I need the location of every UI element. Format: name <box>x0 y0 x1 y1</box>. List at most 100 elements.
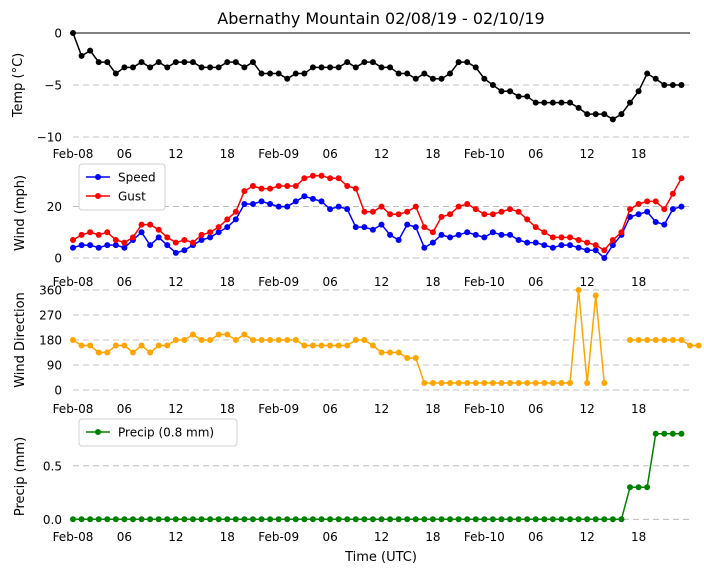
direction-point <box>515 380 522 387</box>
speed-point <box>104 242 111 249</box>
speed-point <box>301 193 308 200</box>
panel-3: 0 90 180 270 360 Feb-08 06 12 18 Feb-09 06 12 18 Feb-… <box>13 284 702 416</box>
direction-point <box>498 380 505 387</box>
x-tick-label: 06 <box>117 147 132 161</box>
gust-point <box>121 239 128 246</box>
precip-0-8-mm-point <box>164 516 171 523</box>
direction-point <box>138 342 145 349</box>
direction-point <box>601 380 608 387</box>
speed-point <box>138 229 145 236</box>
x-tick-label: Feb-10 <box>464 402 505 416</box>
direction-point <box>652 337 659 343</box>
precip-0-8-mm-point <box>455 516 462 523</box>
precip-0-8-mm-point <box>147 516 154 523</box>
speed-point <box>524 239 531 246</box>
gust-point <box>147 221 154 228</box>
direction-point <box>687 342 693 349</box>
gust-point <box>601 247 608 254</box>
direction-point <box>172 337 179 343</box>
gust-point <box>464 201 471 207</box>
direction-point <box>361 337 368 343</box>
gust-point <box>532 224 539 231</box>
precip-0-8-mm-point <box>609 516 616 523</box>
speed-point <box>215 229 222 236</box>
temp-point <box>129 64 136 71</box>
precip-0-8-mm-point <box>592 516 599 523</box>
direction-point <box>344 342 351 349</box>
y-tick-label: −5 <box>44 79 62 93</box>
speed-point <box>395 237 402 243</box>
precip-0-8-mm-point <box>267 516 274 523</box>
gust-point <box>404 208 411 215</box>
precip-0-8-mm-point <box>198 516 205 523</box>
precip-0-8-mm-point <box>472 516 479 523</box>
temp-point <box>644 70 651 77</box>
direction-point <box>95 349 102 356</box>
gust-point <box>618 229 625 236</box>
temp-point <box>567 99 574 106</box>
precip-0-8-mm-point <box>70 516 76 523</box>
speed-point <box>429 239 436 246</box>
y-axis-label: Temp (°C) <box>11 53 26 119</box>
direction-point <box>549 380 556 387</box>
precip-0-8-mm-point <box>258 516 265 523</box>
panel-2: 0 20 Feb-08 06 12 18 Feb-09 06 12 18 Feb-10 06 12 18 W… <box>13 163 690 289</box>
direction-point <box>387 349 394 356</box>
temp-point <box>172 59 179 66</box>
direction-point <box>404 355 411 362</box>
gust-point <box>292 183 299 189</box>
speed-point <box>284 203 291 210</box>
temp-point <box>541 99 548 106</box>
precip-0-8-mm-point <box>327 516 334 523</box>
temp-point <box>95 59 102 66</box>
direction-point <box>292 337 299 343</box>
gust-point <box>652 198 659 205</box>
precip-0-8-mm-point <box>644 484 651 491</box>
precip-0-8-mm-point <box>112 516 119 523</box>
precip-0-8-mm-point <box>249 516 256 523</box>
direction-point <box>241 331 248 338</box>
y-tick-label: 360 <box>39 284 62 298</box>
y-axis-label: Wind (mph) <box>13 175 28 251</box>
temp-point <box>387 64 394 71</box>
speed-point <box>481 234 488 241</box>
temp-point <box>489 82 496 88</box>
direction-point <box>429 380 436 387</box>
temp-point <box>635 88 642 95</box>
speed-point <box>412 224 419 231</box>
temp-point <box>181 59 188 66</box>
speed-point <box>172 249 179 256</box>
precip-0-8-mm-point <box>155 516 162 523</box>
direction-point <box>395 349 402 356</box>
speed-point <box>575 244 582 251</box>
temp-point <box>275 70 282 77</box>
speed-point <box>335 203 342 210</box>
gust-point <box>78 231 85 238</box>
precip-0-8-mm-point <box>601 516 608 523</box>
temp-point <box>584 111 591 118</box>
precip-0-8-mm-point <box>104 516 111 523</box>
speed-point <box>455 231 462 238</box>
gust-point <box>112 237 119 243</box>
speed-point <box>489 229 496 236</box>
x-tick-label: 18 <box>631 147 646 161</box>
x-tick-label: 12 <box>168 147 183 161</box>
direction-point <box>635 337 642 343</box>
x-tick-label: Feb-10 <box>464 275 505 289</box>
y-tick-label: 0.0 <box>43 513 62 527</box>
y-tick-label: 0 <box>54 384 62 398</box>
precip-0-8-mm-point <box>284 516 291 523</box>
speed-point <box>95 244 102 251</box>
precip-0-8-mm-point <box>627 484 634 491</box>
precip-0-8-mm-point <box>275 516 282 523</box>
gust-point <box>447 211 454 218</box>
direction-point <box>164 342 171 349</box>
direction-point <box>378 349 385 356</box>
chart-title: Abernathy Mountain 02/08/19 - 02/10/19 <box>217 9 544 28</box>
gust-point <box>678 175 685 182</box>
gust-point <box>87 229 94 236</box>
gust-point <box>524 216 531 223</box>
panel-1: 0 −5 −10 Feb-08 06 12 18 Feb-09 06 12 18 Feb-10 06 12… <box>11 27 690 161</box>
temp-point <box>429 75 436 82</box>
precip-0-8-mm-point <box>301 516 308 523</box>
